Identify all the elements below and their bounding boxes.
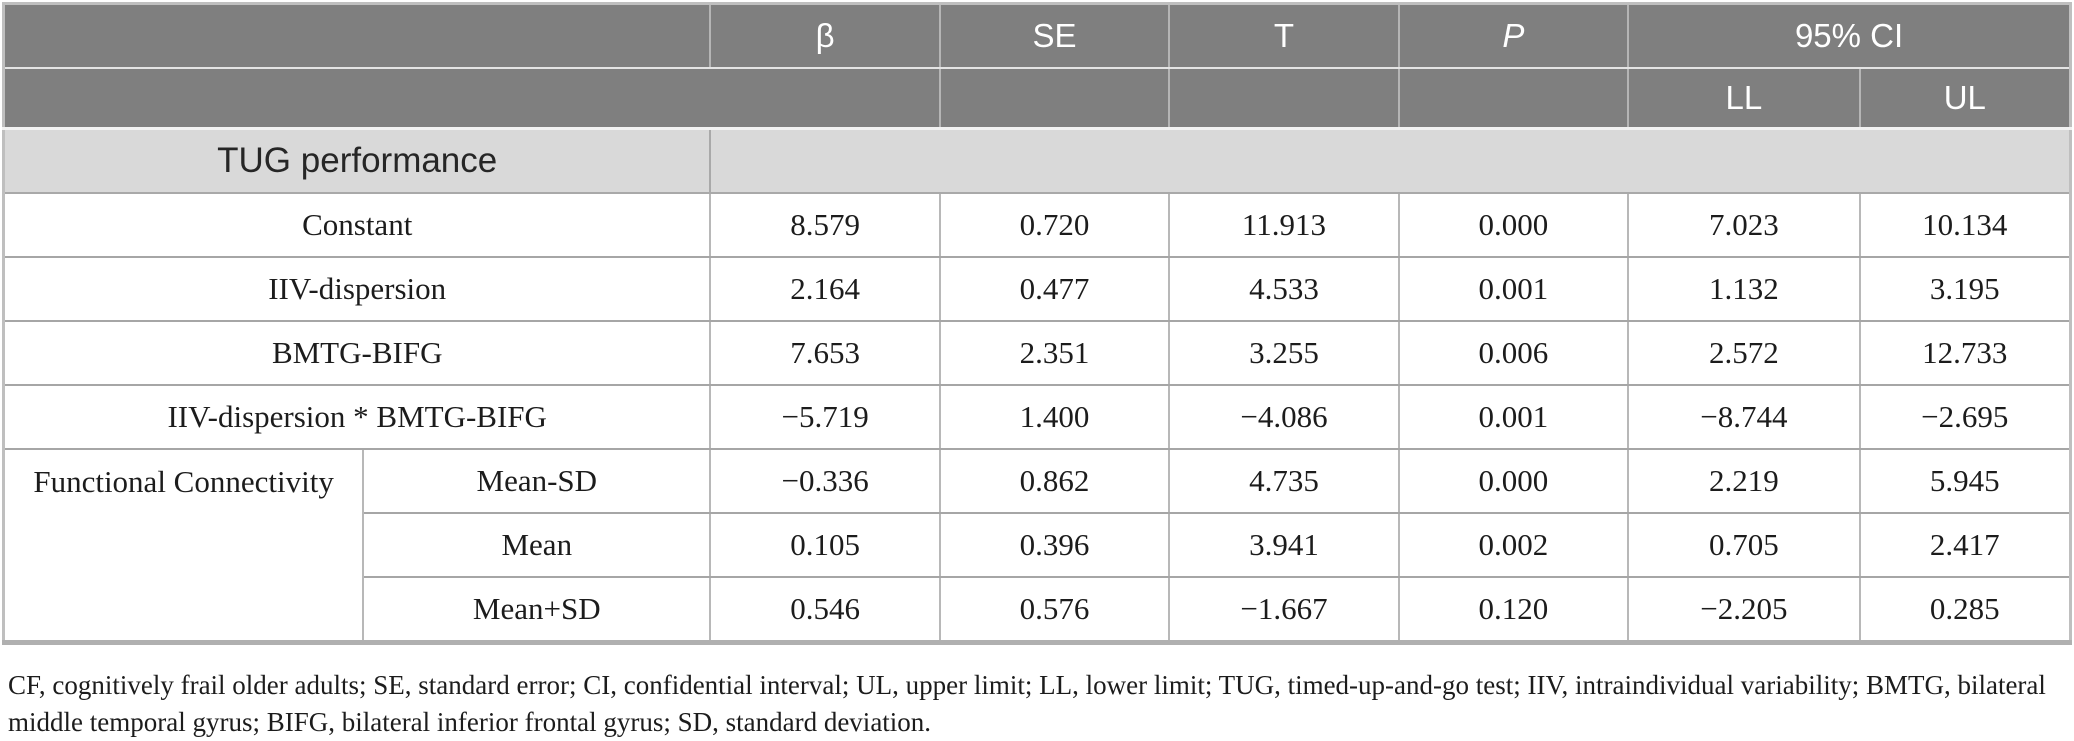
row-label: BMTG-BIFG xyxy=(2,320,712,386)
table-row: Constant 8.579 0.720 11.913 0.000 7.023 … xyxy=(2,192,2072,258)
table-cell: 3.255 xyxy=(1168,320,1400,386)
row-label: Mean-SD xyxy=(362,448,712,514)
table-row: IIV-dispersion 2.164 0.477 4.533 0.001 1… xyxy=(2,256,2072,322)
table-row: Functional Connectivity Mean-SD −0.336 0… xyxy=(2,448,2072,644)
table-cell: 0.285 xyxy=(1858,576,2072,644)
header-row-sub: LL UL xyxy=(2,67,2072,130)
table-cell: −8.744 xyxy=(1627,384,1861,450)
section-label: TUG performance xyxy=(2,127,712,194)
table-cell: 11.913 xyxy=(1168,192,1400,258)
table-cell: −2.695 xyxy=(1858,384,2072,450)
table-cell: 5.945 xyxy=(1858,448,2072,514)
section-empty-cell xyxy=(709,127,2072,194)
table-cell: −1.667 xyxy=(1168,576,1400,644)
table-cell: 0.720 xyxy=(938,192,1171,258)
table-cell: 0.120 xyxy=(1397,576,1630,644)
table-row: IIV-dispersion * BMTG-BIFG −5.719 1.400 … xyxy=(2,384,2072,450)
table-cell: 10.134 xyxy=(1858,192,2072,258)
table-cell: 2.572 xyxy=(1627,320,1861,386)
table-cell: 0.705 xyxy=(1627,512,1861,578)
table-cell: 2.219 xyxy=(1627,448,1861,514)
empty-header-cell xyxy=(1168,67,1400,130)
table-cell: 0.546 xyxy=(709,576,941,644)
row-label: Mean+SD xyxy=(362,576,712,644)
table-cell: −0.336 xyxy=(709,448,941,514)
table-cell: 2.351 xyxy=(938,320,1171,386)
column-header-ci: 95% CI xyxy=(1627,2,2072,69)
table-footnote: CF, cognitively frail older adults; SE, … xyxy=(8,670,2046,737)
table-cell: −4.086 xyxy=(1168,384,1400,450)
table-cell: −5.719 xyxy=(709,384,941,450)
table-cell: 0.006 xyxy=(1397,320,1630,386)
table-cell: 7.023 xyxy=(1627,192,1861,258)
empty-header-cell xyxy=(2,2,712,69)
table-cell: 7.653 xyxy=(709,320,941,386)
column-header-ul: UL xyxy=(1858,67,2072,130)
empty-header-cell xyxy=(2,67,941,130)
table-cell: 0.002 xyxy=(1397,512,1630,578)
table-cell: 0.477 xyxy=(938,256,1171,322)
table-cell: 2.164 xyxy=(709,256,941,322)
table-cell: 1.400 xyxy=(938,384,1171,450)
table-cell: −2.205 xyxy=(1627,576,1861,644)
table-row: Mean 0.105 0.396 3.941 0.002 0.705 2.417 xyxy=(4,512,2072,578)
table-row: BMTG-BIFG 7.653 2.351 3.255 0.006 2.572 … xyxy=(2,320,2072,386)
column-header-beta: β xyxy=(709,2,941,69)
row-label: Constant xyxy=(2,192,712,258)
table-cell: 4.533 xyxy=(1168,256,1400,322)
table-cell: 0.396 xyxy=(938,512,1171,578)
regression-results-table: β SE T P 95% CI LL UL TUG performance Co… xyxy=(2,2,2072,645)
table-cell: 0.001 xyxy=(1397,256,1630,322)
table-cell: 12.733 xyxy=(1858,320,2072,386)
table-cell: 2.417 xyxy=(1858,512,2072,578)
empty-header-cell xyxy=(1397,67,1630,130)
table-cell: 3.195 xyxy=(1858,256,2072,322)
empty-header-cell xyxy=(938,67,1171,130)
row-label: Mean xyxy=(362,512,712,578)
column-header-ll: LL xyxy=(1627,67,1861,130)
row-label: IIV-dispersion * BMTG-BIFG xyxy=(2,384,712,450)
column-header-se: SE xyxy=(938,2,1171,69)
header-row-top: β SE T P 95% CI xyxy=(2,2,2072,69)
table-cell: 0.862 xyxy=(938,448,1171,514)
row-label: IIV-dispersion xyxy=(2,256,712,322)
table-cell: 8.579 xyxy=(709,192,941,258)
table-cell: 0.576 xyxy=(938,576,1171,644)
table-cell: 1.132 xyxy=(1627,256,1861,322)
table-cell: 3.941 xyxy=(1168,512,1400,578)
table-cell: 4.735 xyxy=(1168,448,1400,514)
table-cell: 0.001 xyxy=(1397,384,1630,450)
table-cell: 0.000 xyxy=(1397,192,1630,258)
table-row: Mean+SD 0.546 0.576 −1.667 0.120 −2.205 … xyxy=(4,576,2072,644)
table-cell: 0.105 xyxy=(709,512,941,578)
group-label-functional-connectivity: Functional Connectivity xyxy=(2,448,365,644)
column-header-p: P xyxy=(1397,2,1630,69)
section-row: TUG performance xyxy=(2,127,2072,194)
table-cell: 0.000 xyxy=(1397,448,1630,514)
column-header-t: T xyxy=(1168,2,1400,69)
